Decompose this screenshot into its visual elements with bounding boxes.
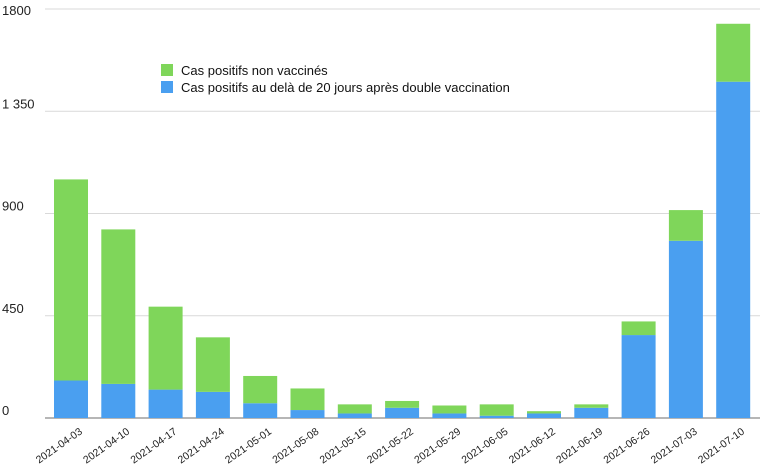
bar-segment-unvaccinated: [621, 321, 656, 336]
bar-segment-vaccinated: [668, 240, 703, 418]
x-tick-label: 2021-05-22: [365, 426, 416, 467]
y-tick-label: 1 350: [2, 96, 35, 111]
legend-label-unvaccinated: Cas positifs non vaccinés: [181, 63, 328, 78]
legend-swatch-vaccinated: [161, 81, 173, 93]
x-tick-label: 2021-06-05: [460, 426, 511, 467]
bar-segment-vaccinated: [621, 335, 656, 418]
x-tick-label: 2021-05-15: [318, 426, 369, 467]
bar-segment-vaccinated: [716, 81, 751, 418]
bar-segment-unvaccinated: [574, 404, 609, 408]
x-tick-label: 2021-07-03: [649, 426, 700, 467]
legend: Cas positifs non vaccinés Cas positifs a…: [161, 63, 510, 95]
bar-segment-vaccinated: [527, 413, 561, 418]
bar-segment-unvaccinated: [195, 337, 230, 392]
bar-segment-unvaccinated: [243, 375, 278, 404]
legend-swatch-unvaccinated: [161, 64, 173, 76]
bar-segment-unvaccinated: [337, 404, 372, 414]
bar-segment-unvaccinated: [432, 405, 467, 414]
x-tick-label: 2021-05-01: [223, 426, 274, 467]
bar-segment-vaccinated: [148, 389, 183, 418]
x-tick-label: 2021-05-08: [270, 426, 321, 467]
bar-segment-vaccinated: [290, 410, 325, 418]
x-tick-label: 2021-04-24: [176, 426, 227, 467]
bar-segment-unvaccinated: [479, 404, 514, 416]
y-tick-label: 1800: [2, 3, 31, 18]
bar-segment-vaccinated: [574, 407, 609, 418]
x-axis-ticks: 2021-04-032021-04-102021-04-172021-04-24…: [34, 426, 747, 467]
x-tick-label: 2021-06-19: [554, 426, 605, 467]
bar-segment-vaccinated: [195, 391, 230, 418]
y-tick-label: 900: [2, 199, 24, 214]
y-axis-ticks: 0 450 900 1 350 1800: [2, 3, 35, 418]
bar-segment-vaccinated: [54, 380, 88, 418]
bar-segment-vaccinated: [243, 403, 278, 418]
x-tick-label: 2021-05-29: [412, 426, 463, 467]
bar-segment-unvaccinated: [668, 210, 703, 241]
bar-segment-unvaccinated: [101, 229, 136, 384]
bar-segment-unvaccinated: [290, 388, 325, 411]
x-tick-label: 2021-04-17: [128, 426, 179, 467]
bar-segment-unvaccinated: [54, 179, 88, 381]
bar-segment-unvaccinated: [148, 306, 183, 390]
x-tick-label: 2021-06-26: [601, 426, 652, 467]
bar-segment-vaccinated: [432, 413, 467, 418]
bar-segment-vaccinated: [101, 383, 136, 418]
y-tick-label: 450: [2, 301, 24, 316]
x-tick-label: 2021-04-03: [34, 426, 85, 467]
x-tick-label: 2021-06-12: [507, 426, 558, 467]
x-tick-label: 2021-04-10: [81, 426, 132, 467]
y-tick-label: 0: [2, 403, 9, 418]
bar-segment-unvaccinated: [527, 411, 561, 414]
x-tick-label: 2021-07-10: [696, 426, 747, 467]
bar-segment-vaccinated: [385, 407, 420, 418]
bar-segment-vaccinated: [479, 415, 514, 418]
bar-segment-vaccinated: [337, 413, 372, 418]
legend-label-vaccinated: Cas positifs au delà de 20 jours après d…: [181, 80, 510, 95]
bars: [54, 23, 751, 418]
bar-segment-unvaccinated: [385, 400, 420, 408]
bar-segment-unvaccinated: [716, 23, 751, 82]
